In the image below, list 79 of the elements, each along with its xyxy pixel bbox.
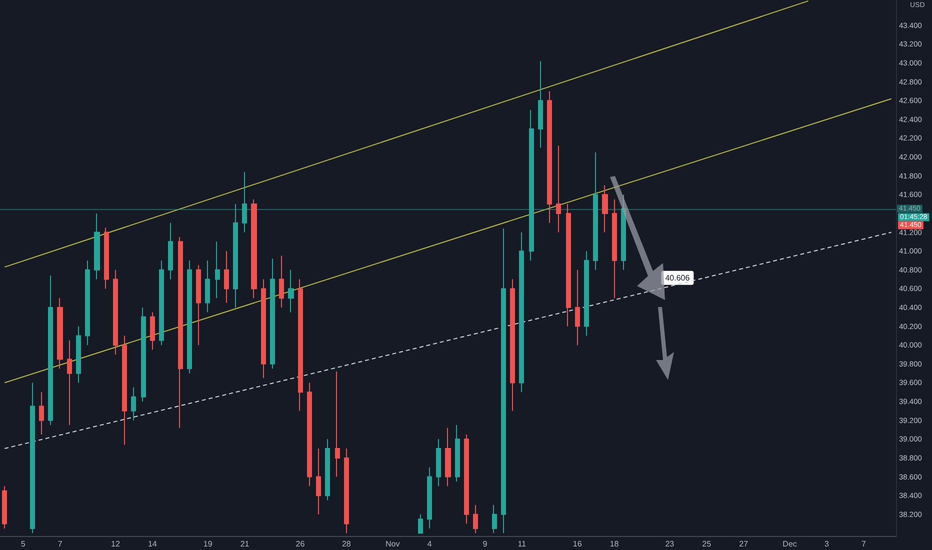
candlestick: [492, 504, 497, 534]
candlestick: [205, 260, 210, 313]
candlestick: [602, 184, 608, 233]
candlestick: [445, 427, 451, 487]
candlestick: [538, 60, 543, 148]
candlestick: [251, 198, 257, 299]
candlestick: [335, 370, 340, 478]
candlestick: [131, 386, 136, 421]
candlestick: [113, 269, 118, 356]
candlestick: [436, 438, 441, 487]
x-tick-label: 5: [20, 540, 26, 548]
candlestick: [30, 382, 35, 534]
candlestick: [233, 204, 238, 308]
candlestick: [325, 438, 330, 501]
x-tick-label: 12: [111, 540, 120, 548]
candlestick: [566, 204, 571, 327]
candlestick: [612, 198, 617, 299]
x-tick-label: 19: [203, 540, 213, 548]
candlestick: [85, 260, 90, 346]
candlestick: [261, 278, 266, 379]
candlestick: [168, 222, 173, 280]
candlestick: [122, 335, 127, 446]
x-tick-label: 28: [342, 540, 352, 548]
candlestick: [307, 382, 312, 487]
candlestick: [57, 298, 63, 370]
x-tick-label: 7: [58, 540, 63, 548]
candlestick: [529, 110, 534, 261]
x-tick-label: 21: [240, 540, 250, 548]
x-tick-label: 16: [572, 540, 582, 548]
candlestick: [159, 260, 164, 346]
candlestick: [556, 145, 561, 233]
x-tick-label: 23: [665, 540, 675, 548]
x-tick-label: 9: [482, 540, 488, 548]
x-tick-label: 18: [610, 540, 620, 548]
x-tick-label: 14: [148, 540, 158, 548]
candlestick: [187, 260, 192, 374]
candlestick: [270, 258, 275, 370]
candlestick: [464, 434, 469, 524]
candlestick: [104, 227, 109, 290]
candlestick: [215, 241, 220, 299]
candlestick: [418, 514, 423, 534]
candlestick: [427, 466, 432, 529]
x-tick-label: 25: [702, 540, 712, 548]
x-tick-label: 26: [296, 540, 306, 548]
candlestick: [584, 250, 589, 336]
candlestick: [67, 340, 72, 426]
candlestick: [316, 448, 321, 515]
candlestick: [510, 278, 515, 412]
candlestick: [593, 152, 598, 270]
candlestick: [547, 90, 552, 224]
candlestick: [473, 504, 478, 534]
x-tick-label: 4: [427, 540, 432, 548]
x-tick-label: Nov: [385, 540, 400, 548]
candlestick: [298, 278, 303, 412]
candlestick: [39, 392, 44, 435]
candlestick: [519, 232, 524, 393]
candlestick: [575, 269, 580, 346]
candlestick: [48, 275, 53, 426]
candlestick: [94, 212, 100, 280]
annotation: 40.606: [665, 273, 690, 282]
candlestick: [2, 486, 7, 529]
candlestick: [288, 269, 294, 313]
x-tick-label: 7: [861, 540, 866, 548]
candlestick: [150, 312, 155, 350]
x-tick-label: Dec: [782, 540, 797, 548]
candlestick: [279, 255, 284, 308]
candlestick: [141, 306, 146, 402]
candlestick: [242, 172, 247, 233]
candlestick: [224, 250, 229, 304]
candlestick: [76, 326, 81, 384]
x-tick-label: 3: [824, 540, 830, 548]
candlestick: [621, 194, 626, 270]
x-tick-label: 27: [739, 540, 749, 548]
candlestick: [196, 264, 201, 346]
candlestick: [178, 236, 183, 428]
candlestick: [455, 424, 460, 482]
x-tick-label: 11: [518, 540, 527, 548]
candlestick: [501, 228, 506, 534]
candlestick: [344, 448, 349, 534]
